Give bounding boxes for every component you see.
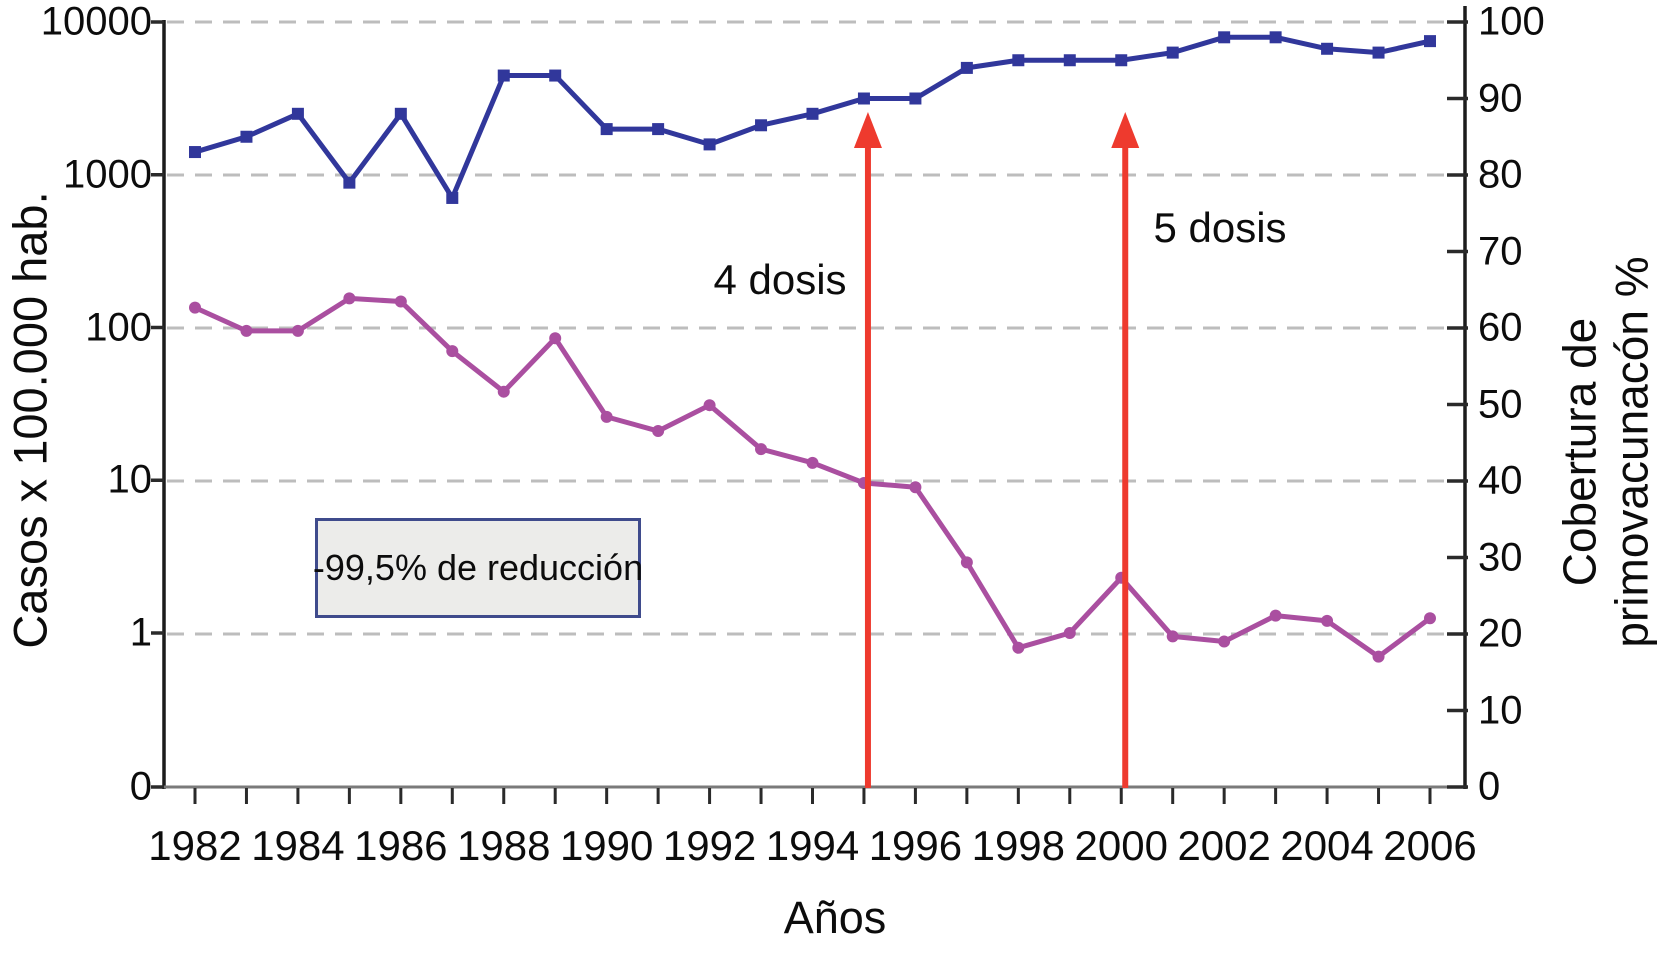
right-tick-label: 0 — [1478, 764, 1501, 809]
left-tick-label: 1 — [129, 610, 152, 655]
left-tick-label: 100 — [85, 305, 152, 349]
coverage-marker — [497, 69, 510, 82]
cases-marker — [343, 292, 356, 305]
cases-marker — [806, 456, 819, 469]
cases-marker — [549, 332, 562, 345]
x-axis-title: Años — [783, 892, 887, 943]
cases-marker — [446, 345, 459, 358]
cases-marker — [1012, 641, 1025, 654]
cases-marker — [1166, 630, 1179, 643]
left-tick-label: 0 — [129, 764, 152, 809]
cases-marker — [1269, 609, 1282, 622]
coverage-marker — [755, 119, 768, 132]
coverage-marker — [909, 92, 922, 105]
coverage-marker — [446, 191, 459, 204]
coverage-marker — [1166, 46, 1179, 59]
right-axis-title-line1: Cobertura de — [1553, 317, 1606, 587]
year-tick-label: 1988 — [457, 822, 551, 869]
right-tick-label: 40 — [1478, 458, 1523, 503]
coverage-marker — [1423, 35, 1436, 48]
coverage-marker — [1218, 31, 1231, 44]
cases-marker — [240, 324, 253, 337]
coverage-marker — [1012, 54, 1025, 67]
cases-marker — [291, 324, 304, 337]
year-tick-label: 1986 — [354, 822, 448, 869]
dose-arrow-head-1 — [853, 112, 882, 148]
year-tick-label: 1998 — [971, 822, 1066, 869]
year-tick-label: 2000 — [1074, 822, 1168, 869]
year-tick-label: 1982 — [148, 822, 242, 869]
coverage-marker — [549, 69, 562, 82]
left-axis-title: Casos x 100.000 hab. — [3, 191, 57, 649]
annotation-4-dosis: 4 dosis — [713, 256, 847, 303]
coverage-marker — [1321, 42, 1334, 55]
dose-arrow-head-2 — [1111, 112, 1140, 148]
coverage-marker — [394, 107, 407, 120]
coverage-marker — [703, 138, 716, 151]
left-tick-label: 10 — [107, 457, 153, 502]
year-tick-label: 1996 — [868, 822, 963, 869]
cases-marker — [1063, 627, 1076, 639]
coverage-marker — [1372, 46, 1385, 59]
right-tick-label: 80 — [1478, 152, 1523, 197]
reduction-box: -99,5% de reducción — [312, 518, 644, 618]
right-axis-title: Cobertura de primovacunacón % — [1553, 256, 1657, 648]
right-tick-label: 60 — [1478, 305, 1523, 350]
coverage-marker — [652, 123, 665, 136]
year-tick-label: 2004 — [1280, 822, 1374, 869]
coverage-marker — [857, 92, 870, 105]
year-tick-label: 1990 — [559, 822, 654, 869]
cases-marker — [497, 385, 510, 398]
coverage-marker — [291, 107, 304, 120]
coverage-marker — [1115, 54, 1128, 67]
left-tick-label: 1000 — [63, 152, 152, 197]
right-tick-label: 70 — [1478, 229, 1523, 273]
reduction-box-text: -99,5% de reducción — [312, 547, 644, 588]
cases-marker — [394, 295, 407, 308]
coverage-marker — [189, 146, 201, 159]
coverage-marker — [1269, 31, 1282, 44]
cases-marker — [909, 481, 922, 494]
cases-marker — [1321, 614, 1334, 627]
right-tick-label: 90 — [1478, 76, 1523, 120]
year-tick-label: 1984 — [251, 822, 345, 869]
year-tick-label: 1992 — [662, 822, 757, 869]
coverage-marker — [600, 123, 613, 136]
cases-marker — [755, 443, 768, 456]
annotation-5-dosis: 5 dosis — [1153, 204, 1287, 251]
cases-marker — [703, 399, 716, 412]
cases-marker — [1372, 650, 1385, 663]
cases-marker — [652, 425, 665, 438]
coverage-marker — [806, 107, 819, 120]
left-tick-label: 10000 — [40, 0, 152, 44]
coverage-marker — [1063, 54, 1076, 67]
coverage-marker — [240, 130, 253, 143]
cases-marker — [960, 556, 973, 569]
right-tick-label: 20 — [1478, 611, 1523, 656]
cases-marker — [1423, 612, 1436, 625]
year-tick-label: 1994 — [765, 822, 860, 869]
year-tick-label: 2002 — [1177, 822, 1271, 869]
right-tick-label: 100 — [1478, 0, 1545, 44]
right-tick-label: 30 — [1478, 535, 1523, 579]
cases-marker — [1218, 635, 1231, 648]
cases-marker — [600, 410, 613, 423]
right-tick-label: 50 — [1478, 382, 1523, 426]
right-tick-label: 10 — [1478, 688, 1523, 732]
cases-marker — [189, 301, 201, 314]
coverage-marker — [343, 176, 356, 189]
right-axis-title-line2: primovacunacón % — [1605, 256, 1657, 648]
coverage-marker — [960, 61, 973, 74]
year-tick-label: 2006 — [1383, 822, 1477, 869]
